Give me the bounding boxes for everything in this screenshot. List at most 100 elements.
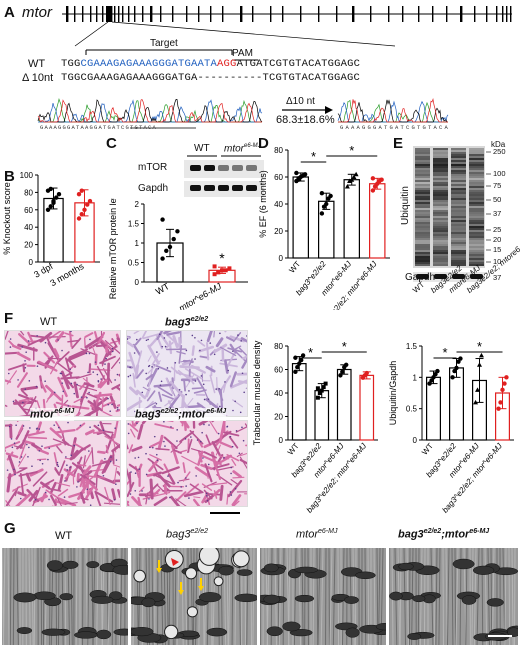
tissue-fiber (5, 500, 11, 506)
data-point (475, 387, 481, 392)
tissue-fiber (190, 448, 208, 454)
gapdh-e-band (470, 274, 483, 279)
tissue-fiber (18, 470, 38, 477)
nucleus (114, 427, 116, 429)
tissue-fiber (133, 331, 140, 335)
exon-mark (510, 6, 512, 22)
y-tick-label: 0 (413, 436, 418, 445)
tissue-fiber (5, 331, 9, 340)
data-point (319, 191, 325, 196)
nucleus (155, 453, 158, 456)
nucleus (176, 429, 178, 431)
tissue-fiber (230, 479, 239, 485)
nucleus (134, 472, 137, 474)
ubiquitin-smear (451, 228, 466, 230)
ubiquitin-smear (469, 170, 484, 172)
ubiquitin-smear (415, 198, 430, 200)
data-point (435, 368, 440, 374)
ubiquitin-smear (433, 174, 448, 176)
nucleus (230, 472, 232, 475)
tissue-fiber (226, 350, 237, 368)
ubiquitin-smear (433, 216, 448, 218)
mtor-band (218, 165, 229, 171)
exon-mark (446, 6, 448, 22)
tissue-fiber (116, 337, 120, 343)
ubiquitin-smear (433, 252, 448, 254)
panel-e-blot: Ubiquitin kDa 250 100 75 50 37 25 20 15 10 Gapdh… (393, 140, 520, 315)
tissue-fiber (80, 348, 96, 355)
nucleus (41, 462, 44, 465)
tissue-fiber (39, 331, 53, 343)
tissue-fiber (128, 351, 137, 374)
exon-mark (118, 6, 120, 22)
gapdh-band (246, 185, 257, 191)
sarcomere-line (484, 548, 488, 645)
nucleus (28, 380, 31, 382)
tissue-fiber (46, 331, 63, 341)
blot-c-wt-label: WT (194, 143, 210, 154)
nucleus (200, 375, 203, 377)
nucleus (19, 497, 22, 500)
ubiquitin-smear (451, 264, 466, 266)
mitochondrion (59, 593, 74, 601)
ubiquitin-smear (415, 224, 430, 226)
tissue-fiber (57, 488, 69, 497)
tissue-fiber (40, 381, 47, 393)
ubiquitin-smear (451, 176, 466, 178)
ubiquitin-smear (415, 164, 430, 166)
tissue-fiber (97, 450, 106, 454)
kda-marker: 10 (493, 257, 502, 266)
category-label: 3 months (48, 261, 85, 288)
ubiquitin-smear (433, 234, 448, 236)
nucleus (63, 496, 66, 498)
nucleus (86, 488, 89, 491)
ubiquitin-smear (469, 162, 484, 164)
tissue-fiber (111, 443, 120, 453)
tissue-fiber (101, 400, 116, 408)
data-point (344, 183, 350, 189)
panel-letter-e: E (393, 135, 404, 152)
exon-mark (318, 6, 320, 22)
ubiquitin-smear (415, 262, 430, 264)
nucleus (21, 346, 23, 348)
y-axis-label: % EF (6 months) (258, 170, 268, 238)
tissue-fiber (85, 429, 95, 436)
tissue-fiber (77, 463, 87, 467)
ubiquitin-smear (451, 168, 466, 170)
nucleus (129, 366, 131, 369)
chromatogram-trace (338, 98, 448, 123)
tissue-fiber (91, 447, 94, 465)
ubiquitin-smear (451, 214, 466, 216)
sarcomere-line (223, 548, 227, 645)
sarcomere-line (504, 548, 507, 645)
ubiquitin-smear (451, 238, 466, 240)
tissue-fiber (53, 452, 58, 467)
tissue-fiber (45, 489, 59, 499)
ubiquitin-smear (469, 220, 484, 222)
y-tick-label: 1.5 (406, 342, 418, 351)
ubiquitin-smear (433, 190, 448, 192)
mitochondrion (345, 627, 360, 638)
tissue-fiber (134, 337, 142, 346)
nucleus (27, 340, 30, 342)
tissue-fiber (231, 458, 237, 466)
tissue-fiber (16, 442, 25, 450)
tissue-fiber (173, 491, 187, 504)
tissue-fiber (219, 421, 226, 443)
tissue-fiber (135, 350, 143, 371)
nucleus (10, 438, 13, 440)
data-point (295, 364, 300, 370)
nucleus (209, 342, 212, 344)
nucleus (203, 423, 205, 426)
exon-mark (418, 6, 420, 22)
ubiquitin-smear (469, 186, 484, 188)
tissue-fiber (138, 486, 145, 493)
tissue-fiber (130, 428, 136, 438)
tissue-fiber (197, 438, 204, 448)
data-point (87, 198, 93, 204)
sarcomere-line (329, 548, 333, 645)
nucleus (177, 481, 179, 484)
ubiquitin-smear (433, 162, 448, 164)
tissue-fiber (197, 340, 206, 347)
nucleus (18, 461, 21, 463)
